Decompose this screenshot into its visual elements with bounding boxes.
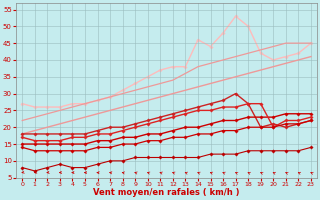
X-axis label: Vent moyen/en rafales ( km/h ): Vent moyen/en rafales ( km/h ) [93, 188, 240, 197]
